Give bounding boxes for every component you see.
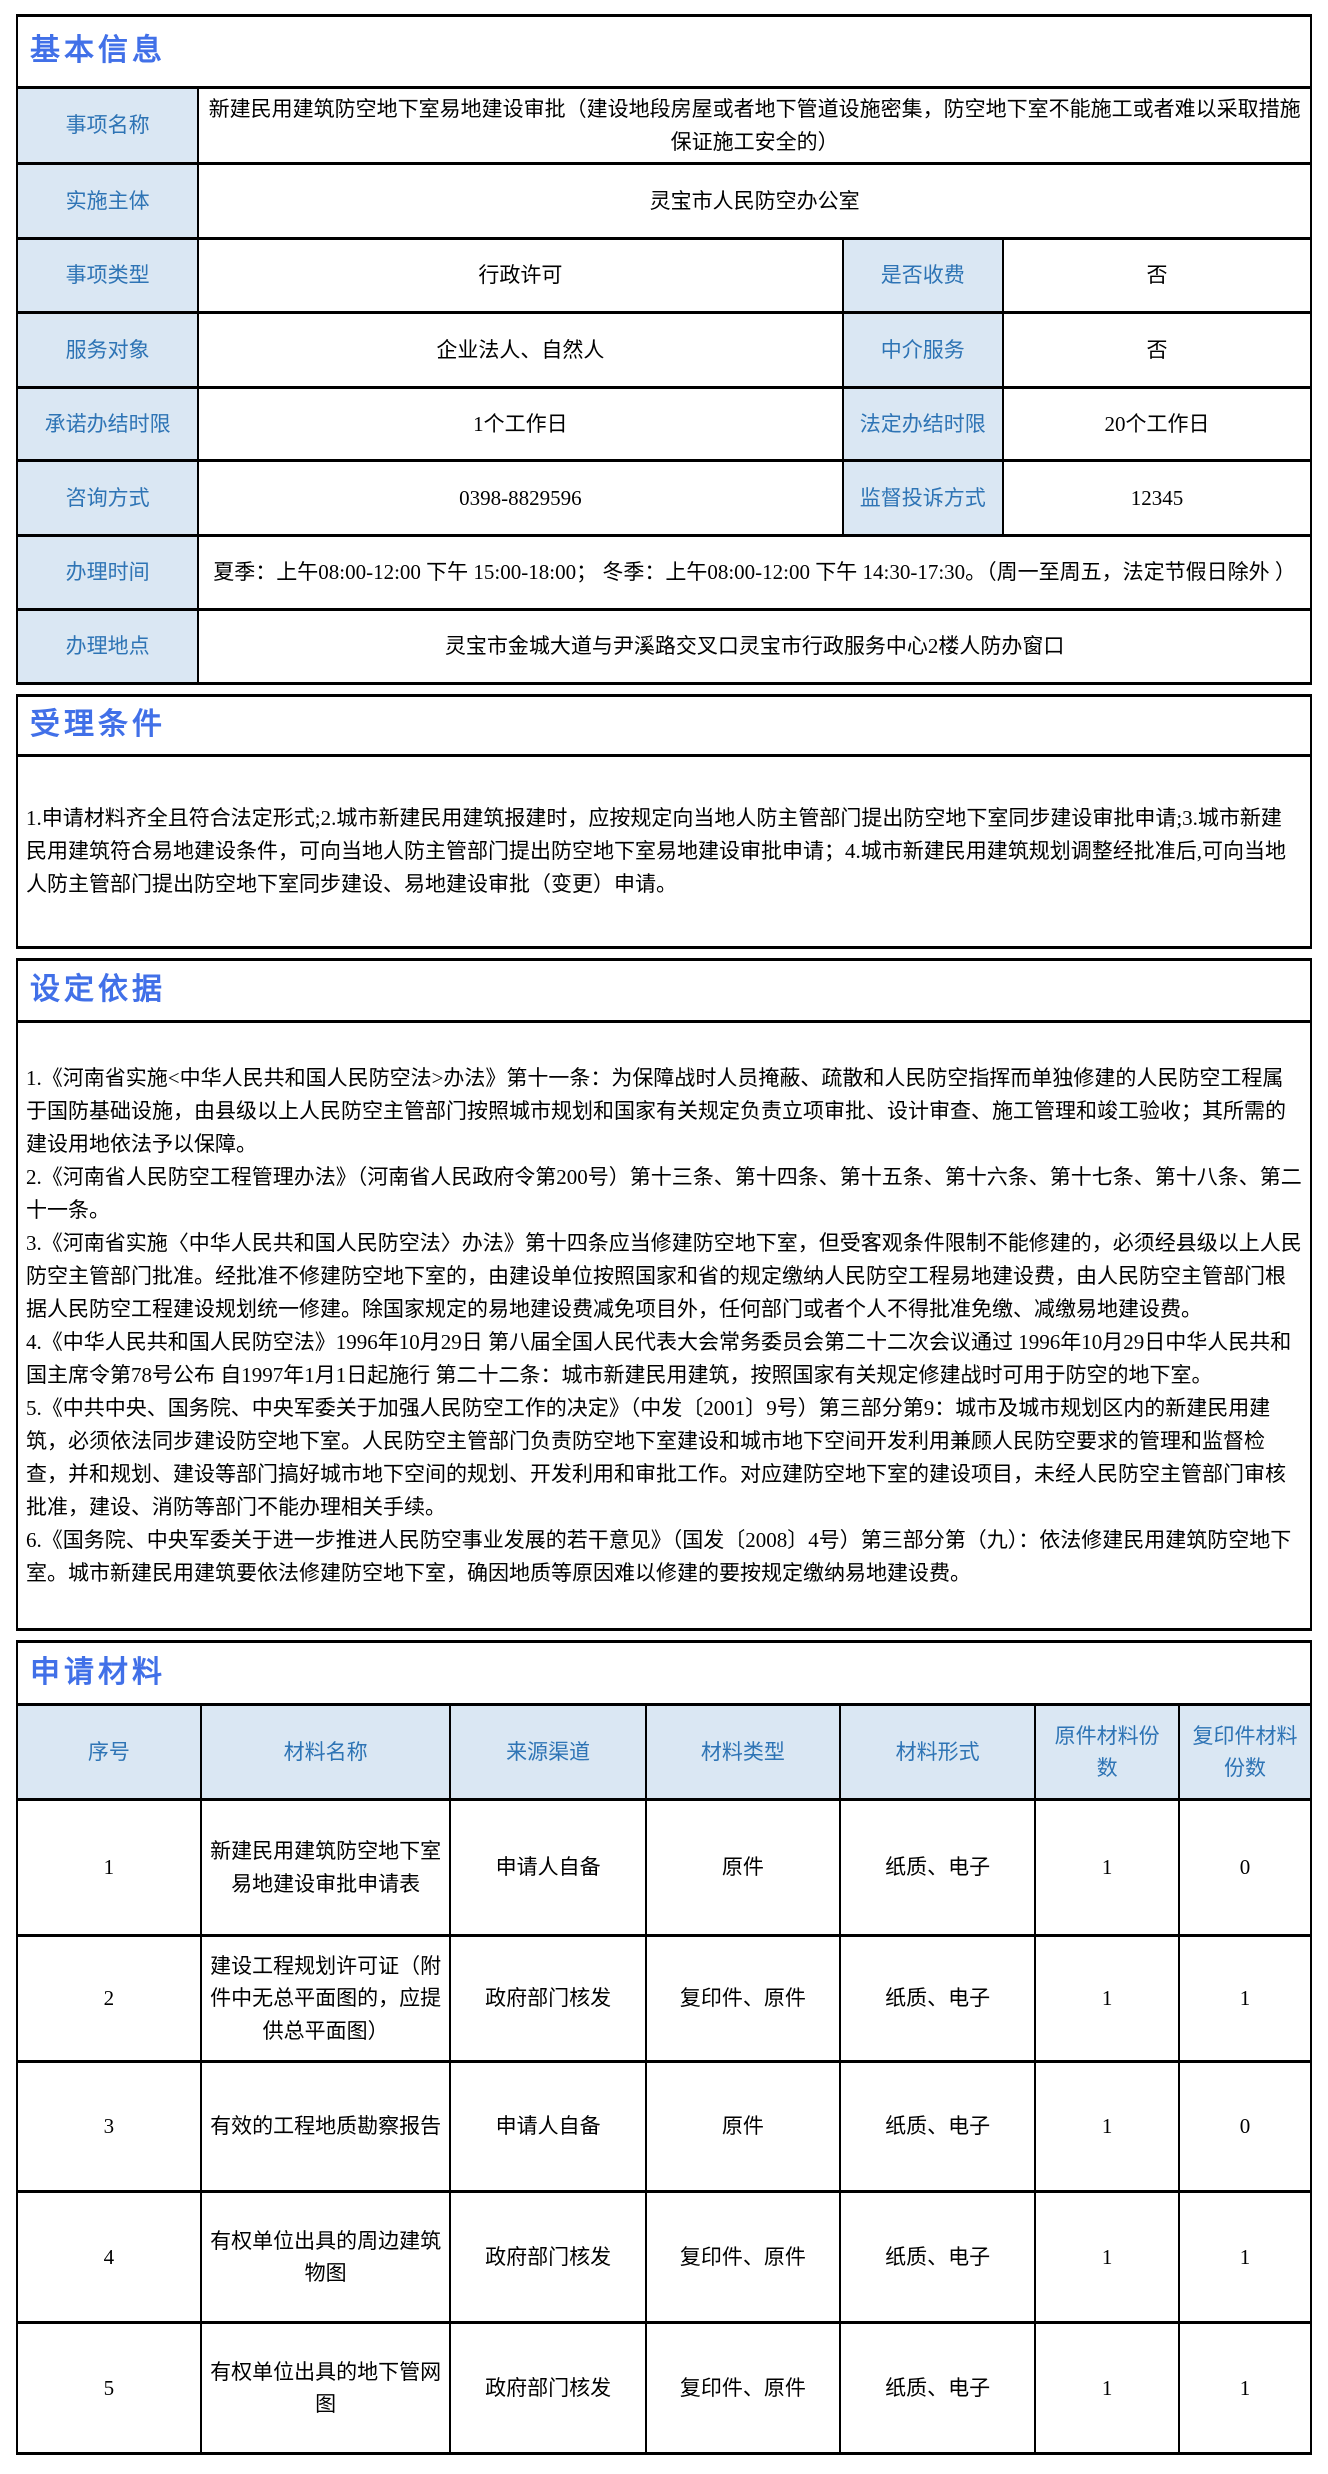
- section-title-acceptance-conditions: 受理条件: [16, 694, 1312, 758]
- material-original-copies: 1: [1034, 2190, 1180, 2325]
- column-header-original-copies: 原件材料份数: [1034, 1703, 1180, 1802]
- legal-basis-item-4: 4.《中华人民共和国人民防空法》1996年10月29日 第八届全国人民代表大会常…: [26, 1329, 1292, 1387]
- field-value-intermediary-service: 否: [1002, 311, 1312, 390]
- material-seq-no: 2: [16, 1934, 202, 2064]
- material-seq-no: 4: [16, 2190, 202, 2325]
- section-title-basic-info: 基本信息: [16, 14, 1312, 89]
- legal-basis-item-2: 2.《河南省人民防空工程管理办法》（河南省人民政府令第200号）第十三条、第十四…: [26, 1164, 1302, 1222]
- material-row-5: 5 有权单位出具的地下管网图 政府部门核发 复印件、原件 纸质、电子 1 1: [16, 2321, 1313, 2456]
- section-title-application-materials: 申请材料: [16, 1640, 1312, 1707]
- column-header-material-type: 材料类型: [644, 1703, 841, 1802]
- field-value-implementing-body: 灵宝市人民防空办公室: [197, 162, 1312, 241]
- material-row-1: 1 新建民用建筑防空地下室易地建设审批申请表 申请人自备 原件 纸质、电子 1 …: [16, 1798, 1313, 1938]
- material-name: 新建民用建筑防空地下室易地建设审批申请表: [199, 1798, 452, 1938]
- material-photocopy-copies: 0: [1177, 1798, 1313, 1938]
- field-value-item-type: 行政许可: [197, 237, 844, 315]
- acceptance-conditions-body: 1.申请材料齐全且符合法定形式;2.城市新建民用建筑报建时，应按规定向当地人防主…: [16, 754, 1312, 950]
- material-photocopy-copies: 0: [1177, 2060, 1313, 2194]
- material-seq-no: 3: [16, 2060, 202, 2194]
- material-form: 纸质、电子: [838, 2190, 1037, 2325]
- field-value-supervision-phone: 12345: [1002, 459, 1312, 538]
- column-header-source-channel: 来源渠道: [449, 1703, 647, 1802]
- field-label-promised-time-limit: 承诺办结时限: [15, 386, 200, 463]
- material-form: 纸质、电子: [838, 1798, 1037, 1938]
- material-source-channel: 政府部门核发: [449, 1934, 647, 2064]
- material-type: 复印件、原件: [644, 2190, 841, 2325]
- legal-basis-item-6: 6.《国务院、中央军委关于进一步推进人民防空事业发展的若干意见》（国发〔2008…: [26, 1527, 1292, 1585]
- field-label-intermediary-service: 中介服务: [841, 311, 1005, 390]
- field-value-service-target: 企业法人、自然人: [197, 311, 844, 390]
- legal-basis-body: 1.《河南省实施<中华人民共和国人民防空法>办法》第十一条：为保障战时人员掩蔽、…: [16, 1020, 1312, 1632]
- field-value-handling-place: 灵宝市金城大道与尹溪路交叉口灵宝市行政服务中心2楼人防办窗口: [197, 608, 1312, 686]
- field-label-handling-time: 办理时间: [15, 534, 200, 612]
- material-photocopy-copies: 1: [1177, 2321, 1313, 2456]
- field-value-handling-time: 夏季：上午08:00-12:00 下午 15:00-18:00； 冬季：上午08…: [197, 534, 1312, 612]
- material-row-4: 4 有权单位出具的周边建筑物图 政府部门核发 复印件、原件 纸质、电子 1 1: [16, 2190, 1313, 2325]
- field-value-fee-required: 否: [1002, 237, 1312, 315]
- column-header-material-name: 材料名称: [199, 1703, 452, 1802]
- application-materials-table: 申请材料 序号 材料名称 来源渠道 材料类型 材料形式 原件材料份数 复印件材料…: [16, 1640, 1313, 2456]
- acceptance-conditions-table: 受理条件 1.申请材料齐全且符合法定形式;2.城市新建民用建筑报建时，应按规定向…: [16, 694, 1312, 950]
- section-title-legal-basis: 设定依据: [16, 958, 1312, 1024]
- field-label-consult-method: 咨询方式: [15, 459, 200, 538]
- material-name: 有权单位出具的周边建筑物图: [199, 2190, 452, 2325]
- field-value-item-name: 新建民用建筑防空地下室易地建设审批（建设地段房屋或者地下管道设施密集，防空地下室…: [197, 85, 1312, 166]
- material-source-channel: 申请人自备: [449, 1798, 647, 1938]
- material-type: 原件: [644, 2060, 841, 2194]
- material-seq-no: 5: [16, 2321, 202, 2456]
- field-label-statutory-time-limit: 法定办结时限: [841, 386, 1005, 463]
- material-name: 建设工程规划许可证（附件中无总平面图的，应提供总平面图）: [199, 1934, 452, 2064]
- material-original-copies: 1: [1034, 2321, 1180, 2456]
- material-form: 纸质、电子: [838, 2321, 1037, 2456]
- material-name: 有权单位出具的地下管网图: [199, 2321, 452, 2456]
- legal-basis-item-3: 3.《河南省实施〈中华人民共和国人民防空法〉办法》第十四条应当修建防空地下室，但…: [26, 1230, 1302, 1321]
- material-photocopy-copies: 1: [1177, 2190, 1313, 2325]
- material-form: 纸质、电子: [838, 1934, 1037, 2064]
- material-source-channel: 政府部门核发: [449, 2190, 647, 2325]
- field-label-supervision-complaint: 监督投诉方式: [841, 459, 1005, 538]
- column-header-photocopy-copies: 复印件材料份数: [1177, 1703, 1313, 1802]
- field-label-implementing-body: 实施主体: [15, 162, 200, 241]
- field-value-statutory-time-limit: 20个工作日: [1002, 386, 1312, 463]
- field-value-consult-phone: 0398-8829596: [197, 459, 844, 538]
- legal-basis-item-1: 1.《河南省实施<中华人民共和国人民防空法>办法》第十一条：为保障战时人员掩蔽、…: [26, 1065, 1286, 1156]
- material-form: 纸质、电子: [838, 2060, 1037, 2194]
- legal-basis-item-5: 5.《中共中央、国务院、中央军委关于加强人民防空工作的决定》（中发〔2001〕9…: [26, 1395, 1286, 1519]
- field-label-item-name: 事项名称: [15, 85, 200, 166]
- material-photocopy-copies: 1: [1177, 1934, 1313, 2064]
- material-original-copies: 1: [1034, 1934, 1180, 2064]
- material-name: 有效的工程地质勘察报告: [199, 2060, 452, 2194]
- basic-info-table: 基本信息 事项名称 新建民用建筑防空地下室易地建设审批（建设地段房屋或者地下管道…: [15, 14, 1312, 686]
- column-header-seq-no: 序号: [16, 1703, 202, 1802]
- column-header-material-form: 材料形式: [838, 1703, 1037, 1802]
- material-seq-no: 1: [16, 1798, 202, 1938]
- field-value-promised-time-limit: 1个工作日: [197, 386, 844, 463]
- material-source-channel: 申请人自备: [449, 2060, 647, 2194]
- material-type: 复印件、原件: [644, 1934, 841, 2064]
- material-original-copies: 1: [1034, 1798, 1180, 1938]
- material-type: 原件: [644, 1798, 841, 1938]
- material-type: 复印件、原件: [644, 2321, 841, 2456]
- material-row-3: 3 有效的工程地质勘察报告 申请人自备 原件 纸质、电子 1 0: [16, 2060, 1313, 2194]
- field-label-service-target: 服务对象: [15, 311, 200, 390]
- legal-basis-table: 设定依据 1.《河南省实施<中华人民共和国人民防空法>办法》第十一条：为保障战时…: [16, 958, 1312, 1632]
- material-row-2: 2 建设工程规划许可证（附件中无总平面图的，应提供总平面图） 政府部门核发 复印…: [16, 1934, 1313, 2064]
- material-original-copies: 1: [1034, 2060, 1180, 2194]
- field-label-fee-required: 是否收费: [841, 237, 1005, 315]
- field-label-handling-place: 办理地点: [15, 608, 200, 686]
- material-source-channel: 政府部门核发: [449, 2321, 647, 2456]
- field-label-item-type: 事项类型: [15, 237, 200, 315]
